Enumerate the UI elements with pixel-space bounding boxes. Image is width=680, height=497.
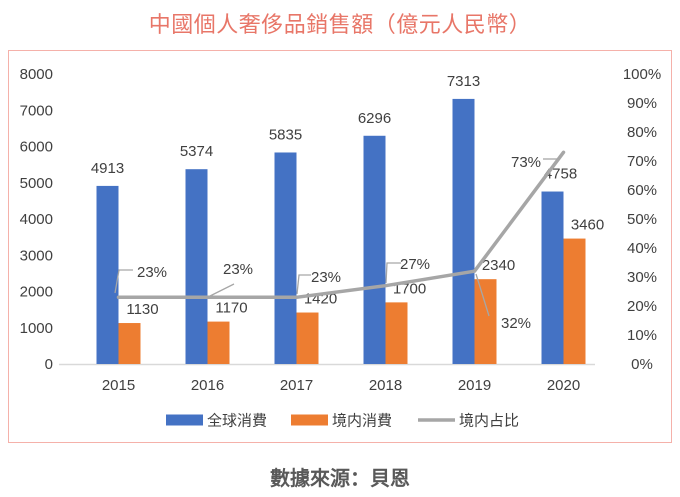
- right-axis-tick-label: 30%: [627, 269, 657, 286]
- global-value-label-2019: 7313: [447, 73, 480, 90]
- share-value-label-2016: 23%: [223, 261, 253, 278]
- right-axis-tick-label: 20%: [627, 298, 657, 315]
- share-callout-leader-2015: [114, 269, 133, 294]
- domestic-consumption-bar-2017: [296, 312, 319, 364]
- x-axis-category-label: 2016: [191, 377, 224, 394]
- share-value-label-2018: 27%: [400, 256, 430, 273]
- x-axis-category-label: 2019: [458, 377, 491, 394]
- global-value-label-2018: 6296: [358, 110, 391, 127]
- chart-frame: 8000 7000 6000 5000 4000 3000 2000 1000 0 100% 90%…: [8, 50, 672, 443]
- right-axis-tick-label: 50%: [627, 211, 657, 228]
- share-callout-leader-2017: [296, 274, 311, 295]
- share-callout-leader-2019: [475, 273, 490, 317]
- global-consumption-bar-2015: [96, 185, 119, 364]
- chart-title: 中國個人奢侈品銷售額（億元人民幣）: [148, 12, 532, 37]
- share-callout-leader-2016: [209, 283, 235, 297]
- legend-swatch-domestic-consumption: [291, 414, 328, 426]
- left-axis-tick-label: 8000: [20, 66, 53, 83]
- domestic-value-label-2019: 2340: [482, 257, 515, 274]
- right-axis-tick-label: 100%: [623, 66, 661, 83]
- right-axis-tick-label: 60%: [627, 182, 657, 199]
- right-axis-tick-label: 10%: [627, 327, 657, 344]
- share-value-label-2017: 23%: [311, 269, 341, 286]
- global-value-label-2017: 5835: [269, 126, 302, 143]
- right-axis-tick-label: 0%: [631, 356, 653, 373]
- global-consumption-bar-2020: [541, 191, 564, 364]
- chart-canvas: 8000 7000 6000 5000 4000 3000 2000 1000 0 100% 90%…: [20, 66, 662, 430]
- right-axis-tick-label: 90%: [627, 95, 657, 112]
- left-axis-tick-label: 6000: [20, 139, 53, 156]
- share-callout-leader-2018: [385, 262, 401, 284]
- legend-label-1: 境内消費: [332, 412, 392, 430]
- left-axis-tick-label: 0: [45, 356, 53, 373]
- domestic-value-label-2020: 3460: [571, 217, 604, 234]
- global-value-label-2016: 5374: [180, 143, 213, 160]
- left-axis-tick-label: 3000: [20, 247, 53, 264]
- x-axis-category-label: 2015: [102, 377, 135, 394]
- legend-label-2: 境内占比: [459, 412, 519, 430]
- domestic-share-line: [116, 150, 566, 300]
- global-consumption-bar-2017: [274, 152, 297, 364]
- global-value-label-2015: 4913: [91, 160, 124, 177]
- domestic-value-label-2015: 1130: [126, 301, 158, 318]
- global-consumption-bar-2016: [185, 169, 208, 364]
- domestic-consumption-bar-2016: [207, 321, 230, 364]
- global-consumption-bar-2019: [452, 98, 475, 364]
- share-value-label-2020: 73%: [511, 154, 541, 171]
- legend-swatch-global-consumption: [166, 414, 203, 426]
- x-axis-category-label: 2017: [280, 377, 313, 394]
- share-value-label-2019: 32%: [501, 315, 531, 332]
- share-value-label-2015: 23%: [137, 264, 167, 281]
- domestic-value-label-2016: 1170: [215, 300, 247, 317]
- right-axis-tick-label: 70%: [627, 153, 657, 170]
- x-axis-category-label: 2018: [369, 377, 402, 394]
- right-axis-tick-label: 80%: [627, 124, 657, 141]
- left-axis-tick-label: 7000: [20, 102, 53, 119]
- left-axis-tick-label: 5000: [20, 175, 53, 192]
- domestic-consumption-bar-2020: [563, 238, 586, 364]
- domestic-consumption-bar-2015: [118, 323, 141, 364]
- global-consumption-bar-2018: [363, 135, 386, 364]
- domestic-consumption-bar-2018: [385, 302, 408, 364]
- data-source-label: 數據來源：貝恩: [270, 468, 410, 490]
- left-axis-tick-label: 4000: [20, 211, 53, 228]
- left-axis-tick-label: 1000: [20, 320, 53, 337]
- right-axis-tick-label: 40%: [627, 240, 657, 257]
- domestic-consumption-bar-2019: [474, 279, 497, 364]
- legend-label-0: 全球消費: [207, 412, 267, 430]
- x-axis-category-label: 2020: [547, 377, 580, 394]
- left-axis-tick-label: 2000: [20, 284, 53, 301]
